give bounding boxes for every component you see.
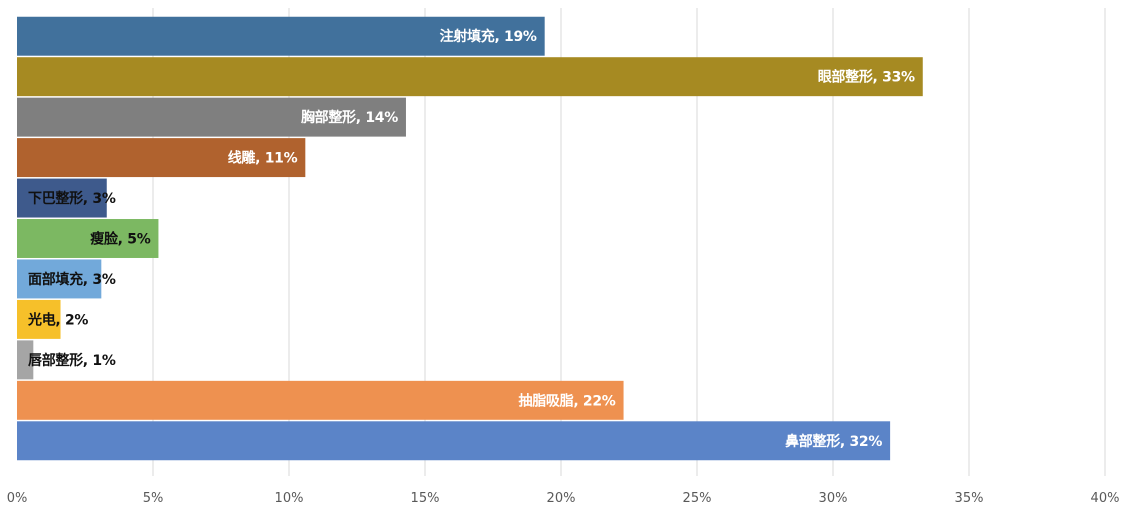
bar-data-label: 下巴整形, 3% [28, 190, 116, 207]
x-tick-label: 0% [7, 491, 28, 506]
bar-data-label: 唇部整形, 1% [28, 352, 116, 369]
bar-data-label: 注射填充, 19% [440, 28, 537, 45]
bar [17, 299, 61, 339]
bar [17, 178, 107, 218]
bar [17, 57, 923, 97]
bar [17, 380, 624, 420]
x-tick-label: 35% [955, 491, 984, 506]
x-axis-ticks: 0% 5% 10% 15% 20% 25% 30% 35% 40% [7, 491, 1120, 506]
x-tick-label: 10% [275, 491, 304, 506]
bar [17, 16, 545, 56]
bar-data-label: 胸部整形, 14% [301, 109, 398, 126]
bar [17, 219, 159, 258]
bar [17, 97, 406, 137]
bar [17, 340, 34, 380]
bar-data-label: 鼻部整形, 32% [785, 433, 882, 450]
bar-data-label: 瘦脸, 5% [90, 231, 150, 248]
bar-data-label: 线雕, 11% [228, 150, 298, 167]
bars [17, 16, 923, 461]
bar-data-label: 面部填充, 3% [28, 271, 116, 288]
bar-data-label: 抽脂吸脂, 22% [519, 392, 616, 409]
bar [17, 138, 306, 178]
x-tick-label: 15% [411, 491, 440, 506]
x-tick-label: 5% [143, 491, 164, 506]
bar [17, 259, 102, 299]
x-tick-label: 20% [547, 491, 576, 506]
x-tick-label: 30% [819, 491, 848, 506]
bar-data-label: 眼部整形, 33% [818, 69, 915, 86]
x-tick-label: 40% [1091, 491, 1120, 506]
bar-data-label: 光电, 2% [27, 311, 88, 328]
bar [17, 421, 891, 461]
x-tick-label: 25% [683, 491, 712, 506]
data-labels: 注射填充, 19% 眼部整形, 33% 胸部整形, 14% 线雕, 11% 下巴整形, … [27, 28, 915, 450]
